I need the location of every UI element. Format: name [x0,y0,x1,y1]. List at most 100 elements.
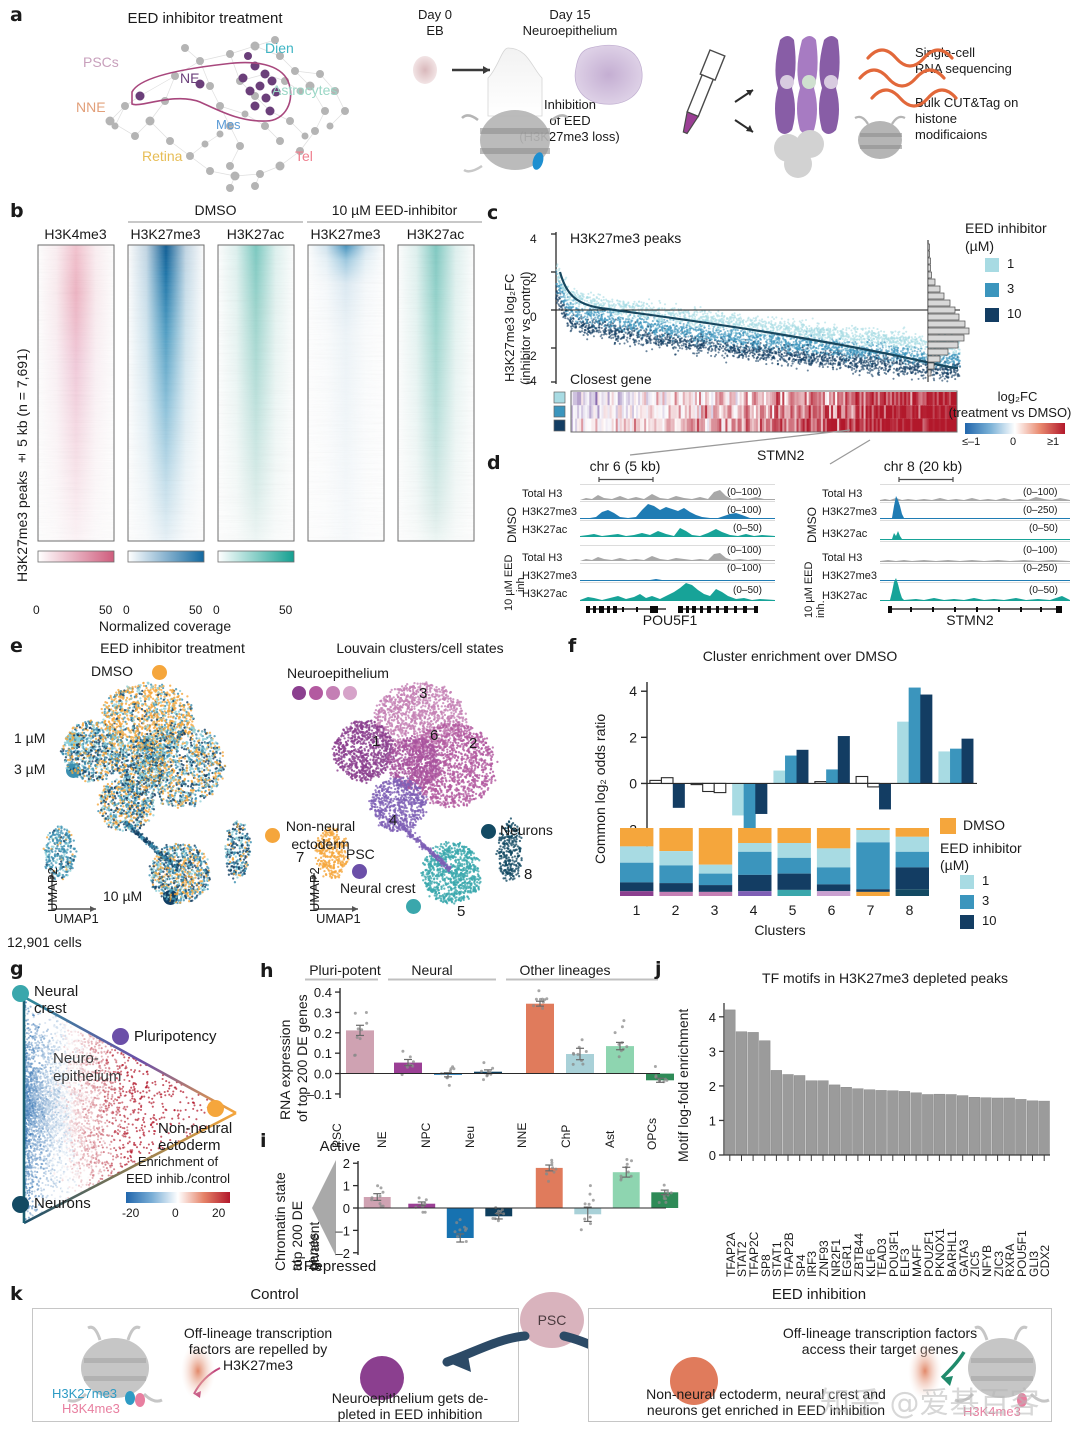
panel-c-legend-swatch-3 [985,283,999,297]
panel-b-col-label-0: H3K4me3 [33,226,118,242]
panel-b-col-label-3: H3K27me3 [303,226,388,242]
panel-h-xtick-6: Ast [603,1108,617,1148]
schematic-day15: Day 15 [485,7,655,23]
panel-e-legend-10um: 10 µM [103,888,142,904]
panel-h-group-rules [300,978,660,981]
panel-label-h: h [260,960,274,982]
panel-i-top-label: Active [305,1138,375,1155]
panel-f-legend-title-2: (µM) [940,857,969,873]
panel-g-dot-neuralcrest [12,985,29,1002]
network-label-nne: NNE [76,99,106,115]
panel-cd-connector [600,429,920,460]
panel-b-scale-max-1: 50 [189,603,202,617]
panel-d-r-track-label-4: H3K27me3 [822,570,877,582]
panel-d-l-range-0: (0–100) [727,487,761,498]
panel-c-colorbar [965,423,1065,434]
panel-g-label-nne-1: Non-neural [158,1120,232,1137]
panel-f-stacked-bars [618,828,933,900]
schematic-cuttag-line1: Bulk CUT&Tag on [915,95,1018,111]
panel-c-ylabel-1: H3K27me3 log₂FC [502,232,518,382]
panel-d-left-scalebar [598,476,654,483]
panel-h-ylabel-1: RNA expression [277,985,293,1120]
panel-h-xtick-4: NNE [515,1108,529,1148]
panel-b-group-dmso: DMSO [128,202,303,218]
panel-f-legend-swatch-3 [960,895,974,909]
panel-g-ternary [14,985,259,1240]
panel-e-right-axis-x: UMAP1 [316,911,361,927]
panel-d-r-range-2: (0–50) [1029,523,1058,534]
network-label-mes: Mes [216,117,241,133]
panel-e-legend-dot-neurons [481,824,496,839]
panel-k-tf-blob-left [176,1340,220,1402]
watermark: 知乎 @爱基百客 [820,1378,1040,1422]
panel-d-l-track-label-1: H3K27me3 [522,506,577,518]
panel-j-title: TF motifs in H3K27me3 depleted peaks [710,970,1060,986]
panel-k-tf-blob-right [902,1340,948,1402]
panel-i-chart: –2 –1 0 1 2 [336,1155,679,1261]
panel-d-l-range-4: (0–100) [727,563,761,574]
panel-k-control-nucleosome [60,1318,180,1414]
schematic-day0: Day 0 [400,7,470,23]
panel-c-legend-label-10: 10 [1007,306,1021,322]
panel-f-legend-title-1: EED inhibitor [940,840,1022,856]
panel-e-cluster-num-8: 8 [524,866,532,883]
panel-e-cluster-num-6: 6 [430,727,438,744]
panel-b-col-label-2: H3K27ac [213,226,298,242]
panel-g-cbar-title-1: Enrichment of [108,1154,248,1170]
network-label-ne: NE [180,70,199,86]
panel-f-xtick-7: 7 [852,902,889,918]
panel-d-l-track-label-0: Total H3 [522,488,562,500]
panel-b-col-label-4: H3K27ac [393,226,478,242]
schematic-cuttag-line3: modificaions [915,127,987,143]
panel-b-scale-max-0: 50 [99,603,112,617]
panel-d-right-scalebar [898,476,954,483]
panel-e-legend-psc: PSC [346,846,375,862]
panel-label-g: g [10,958,24,980]
panel-k-eed-outcome-2: neurons get enriched in EED inhibition [566,1402,966,1418]
panel-d-r-range-1: (0–250) [1023,505,1057,516]
panel-e-legend-dmso: DMSO [91,663,133,679]
panel-f-legend-swatch-10 [960,915,974,929]
panel-j-xtick: CDX2 [1038,1181,1052,1277]
panel-g-cbar-title-2: EED inhib./control [104,1171,252,1187]
panel-b-heatmaps [0,244,490,585]
panel-c-cbar-title-1: log₂FC [955,389,1080,405]
panel-d-r-range-5: (0–50) [1029,585,1058,596]
panel-e-legend-dot-dmso [152,665,167,680]
panel-label-k: k [10,1283,23,1305]
panel-e-right-axes [310,873,368,915]
panel-k-nne-circle [670,1357,718,1405]
panel-label-d: d [487,452,501,474]
panel-d-r-track-label-3: Total H3 [822,552,862,564]
panel-e-legend-1um: 1 µM [14,730,45,746]
panel-h-group-0: Pluri-potent [300,962,390,978]
panel-d-l-track-label-2: H3K27ac [522,524,567,536]
panel-d-r-track-label-2: H3K27ac [822,528,867,540]
panel-k-control-text-1: Off-lineage transcription [158,1325,358,1341]
panel-b-scale-min-0: 0 [33,603,40,617]
panel-h-xtick-3: Neu [463,1108,477,1148]
panel-f-xtick-8: 8 [891,902,928,918]
panel-d-callout-label: STMN2 [757,447,804,463]
panel-d-right-tracks [880,484,1070,614]
panel-h-xtick-2: NPC [419,1108,433,1148]
panel-g-label-neurons: Neurons [34,1195,91,1212]
panel-k-access-arrow [930,1348,976,1390]
panel-e-legend-3um: 3 µM [14,761,45,777]
panel-f-legend-label-1: 1 [982,873,989,889]
panel-e-legend-nne: Non-neural ectoderm [268,818,373,853]
panel-b-col-label-1: H3K27me3 [123,226,208,242]
panel-g-cbar-tick-min: -20 [122,1206,139,1220]
panel-label-i: i [260,1130,267,1152]
panel-d-right-group-dmso: DMSO [805,488,819,543]
panel-d-callout-line [760,439,890,465]
panel-c-ytick-2: 2 [530,271,537,285]
panel-k-control-text-2: factors are repelled by [158,1341,358,1357]
panel-e-umap-treatment [20,655,270,930]
panel-f-xtick-6: 6 [813,902,850,918]
panel-c-scatter [540,232,980,392]
panel-e-left-axis-x: UMAP1 [54,911,99,927]
panel-g-label-nne-2: ectoderm [158,1137,221,1154]
panel-g-label-neuralcrest-1: Neural [34,983,78,1000]
panel-e-right-title: Louvain clusters/cell states [295,640,545,656]
